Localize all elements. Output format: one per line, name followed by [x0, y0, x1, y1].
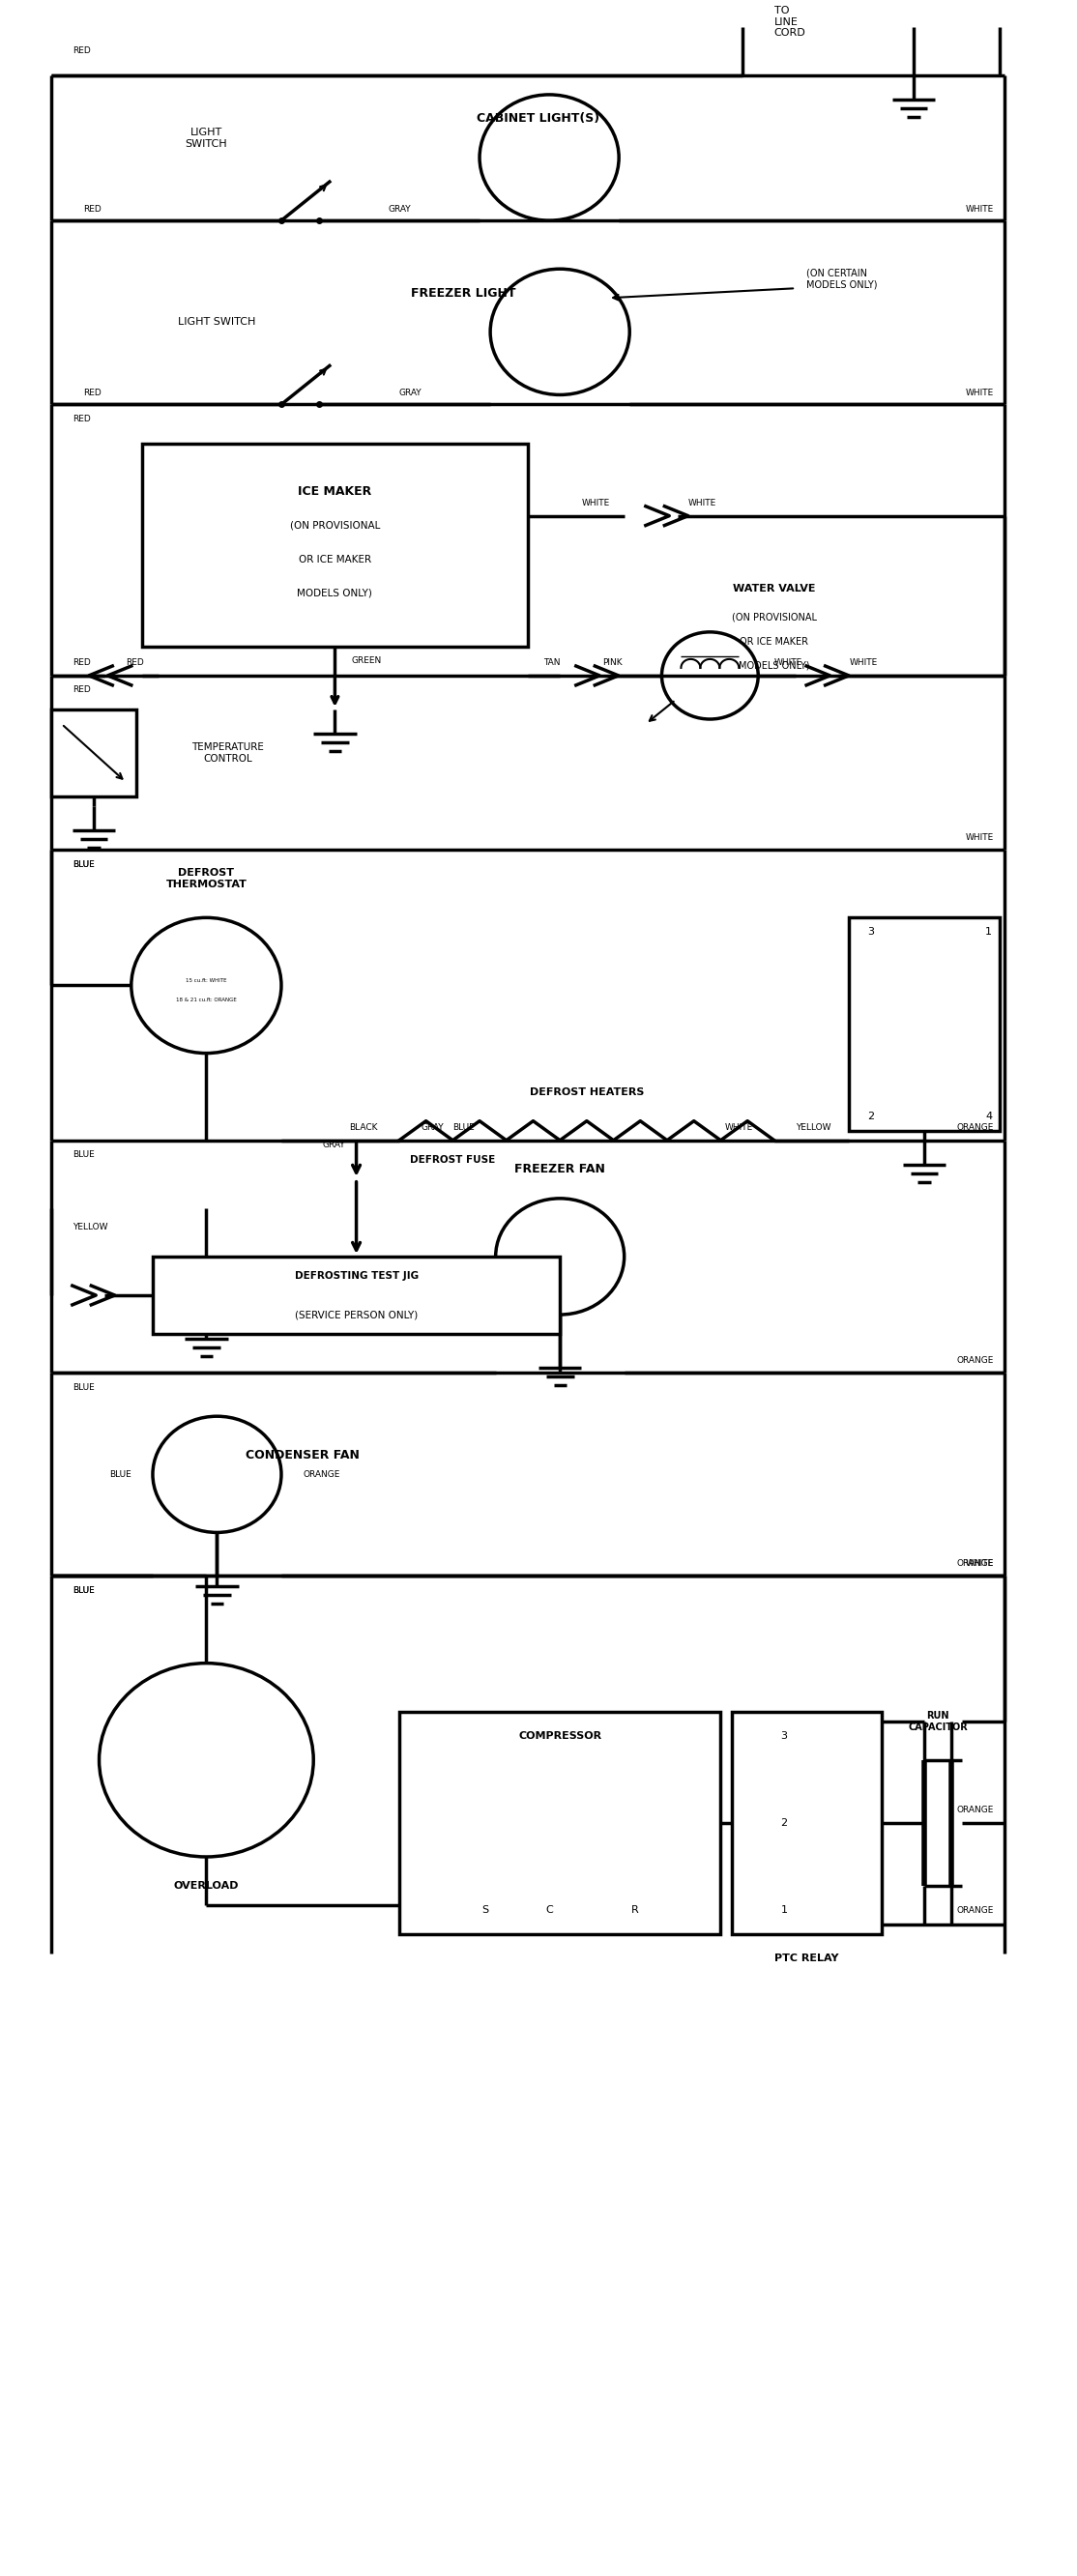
Text: ORANGE: ORANGE — [956, 1123, 994, 1131]
Text: RED: RED — [72, 659, 90, 667]
Text: (ON PROVISIONAL: (ON PROVISIONAL — [731, 613, 816, 623]
Text: GREEN: GREEN — [351, 657, 381, 665]
Text: WHITE: WHITE — [966, 1558, 994, 1569]
Text: OR ICE MAKER: OR ICE MAKER — [740, 636, 809, 647]
Text: WHITE: WHITE — [688, 500, 717, 507]
Text: 1: 1 — [985, 927, 992, 938]
Text: TAN: TAN — [544, 659, 561, 667]
FancyBboxPatch shape — [142, 443, 528, 647]
Text: S: S — [481, 1906, 488, 1914]
Text: 1: 1 — [781, 1906, 787, 1914]
Text: WHITE: WHITE — [966, 389, 994, 397]
Text: FREEZER FAN: FREEZER FAN — [515, 1164, 605, 1175]
Text: TEMPERATURE
CONTROL: TEMPERATURE CONTROL — [192, 742, 264, 762]
FancyBboxPatch shape — [51, 708, 137, 796]
Text: DEFROSTING TEST JIG: DEFROSTING TEST JIG — [294, 1270, 418, 1280]
Text: OVERLOAD: OVERLOAD — [173, 1880, 239, 1891]
Text: GRAY: GRAY — [323, 1141, 346, 1149]
Text: RED: RED — [83, 204, 101, 214]
Text: CABINET LIGHT(S): CABINET LIGHT(S) — [477, 113, 600, 126]
Text: PINK: PINK — [603, 659, 623, 667]
Text: COMPRESSOR: COMPRESSOR — [518, 1731, 602, 1741]
Text: ORANGE: ORANGE — [956, 1355, 994, 1365]
Text: 4: 4 — [985, 1110, 992, 1121]
Text: RED: RED — [72, 46, 90, 57]
Text: ORANGE: ORANGE — [956, 1806, 994, 1814]
Text: RED: RED — [72, 415, 90, 422]
Text: WHITE: WHITE — [582, 500, 610, 507]
Text: TO
LINE
CORD: TO LINE CORD — [774, 5, 806, 39]
Text: PTC RELAY: PTC RELAY — [774, 1953, 839, 1963]
Text: ORANGE: ORANGE — [956, 1906, 994, 1914]
Text: BLUE: BLUE — [72, 860, 95, 868]
FancyBboxPatch shape — [731, 1710, 881, 1935]
Text: DEFROST
THERMOSTAT: DEFROST THERMOSTAT — [166, 868, 247, 889]
Text: LIGHT
SWITCH: LIGHT SWITCH — [185, 129, 227, 149]
Text: WHITE: WHITE — [725, 1123, 753, 1131]
Text: 15 cu.ft: WHITE: 15 cu.ft: WHITE — [185, 979, 227, 984]
Text: MODELS ONLY): MODELS ONLY) — [739, 662, 810, 670]
Text: BLUE: BLUE — [72, 1383, 95, 1391]
Text: 3: 3 — [867, 927, 875, 938]
Text: BLUE: BLUE — [72, 1587, 95, 1595]
Text: WHITE: WHITE — [966, 832, 994, 842]
Text: GRAY: GRAY — [388, 204, 410, 214]
Text: (ON PROVISIONAL: (ON PROVISIONAL — [290, 520, 380, 531]
FancyBboxPatch shape — [153, 1257, 560, 1334]
Text: CONDENSER FAN: CONDENSER FAN — [246, 1448, 360, 1461]
Text: BLUE: BLUE — [109, 1471, 131, 1479]
Text: WHITE: WHITE — [774, 659, 802, 667]
Text: WATER VALVE: WATER VALVE — [733, 585, 815, 592]
FancyBboxPatch shape — [400, 1710, 721, 1935]
Text: 3: 3 — [781, 1731, 787, 1741]
Text: RED: RED — [126, 659, 144, 667]
Text: ORANGE: ORANGE — [303, 1471, 340, 1479]
Text: WHITE: WHITE — [850, 659, 878, 667]
Text: DEFROST HEATERS: DEFROST HEATERS — [530, 1087, 644, 1097]
Text: WHITE: WHITE — [966, 204, 994, 214]
Text: (SERVICE PERSON ONLY): (SERVICE PERSON ONLY) — [295, 1309, 418, 1319]
Text: YELLOW: YELLOW — [796, 1123, 831, 1131]
Text: BLUE: BLUE — [452, 1123, 475, 1131]
Text: MODELS ONLY): MODELS ONLY) — [297, 587, 373, 598]
Text: RED: RED — [83, 389, 101, 397]
FancyBboxPatch shape — [850, 917, 999, 1131]
Text: OR ICE MAKER: OR ICE MAKER — [298, 554, 372, 564]
Text: (ON CERTAIN
MODELS ONLY): (ON CERTAIN MODELS ONLY) — [807, 268, 878, 289]
Text: GRAY: GRAY — [398, 389, 421, 397]
Text: LIGHT SWITCH: LIGHT SWITCH — [178, 317, 256, 327]
Text: ICE MAKER: ICE MAKER — [298, 484, 372, 497]
Text: 2: 2 — [867, 1110, 875, 1121]
Text: YELLOW: YELLOW — [72, 1224, 108, 1231]
Text: RED: RED — [72, 685, 90, 696]
Text: FREEZER LIGHT: FREEZER LIGHT — [411, 286, 516, 299]
Text: BLUE: BLUE — [72, 860, 95, 868]
Text: ORANGE: ORANGE — [956, 1558, 994, 1569]
Text: C: C — [545, 1906, 553, 1914]
Text: BLACK: BLACK — [349, 1123, 378, 1131]
Text: DEFROST FUSE: DEFROST FUSE — [410, 1154, 495, 1164]
Text: BLUE: BLUE — [72, 1151, 95, 1159]
Text: GRAY: GRAY — [421, 1123, 444, 1131]
Text: RUN
CAPACITOR: RUN CAPACITOR — [908, 1710, 967, 1731]
Text: 2: 2 — [781, 1819, 787, 1829]
Text: BLUE: BLUE — [72, 1587, 95, 1595]
Text: R: R — [631, 1906, 639, 1914]
Text: 18 & 21 cu.ft: ORANGE: 18 & 21 cu.ft: ORANGE — [176, 997, 237, 1002]
